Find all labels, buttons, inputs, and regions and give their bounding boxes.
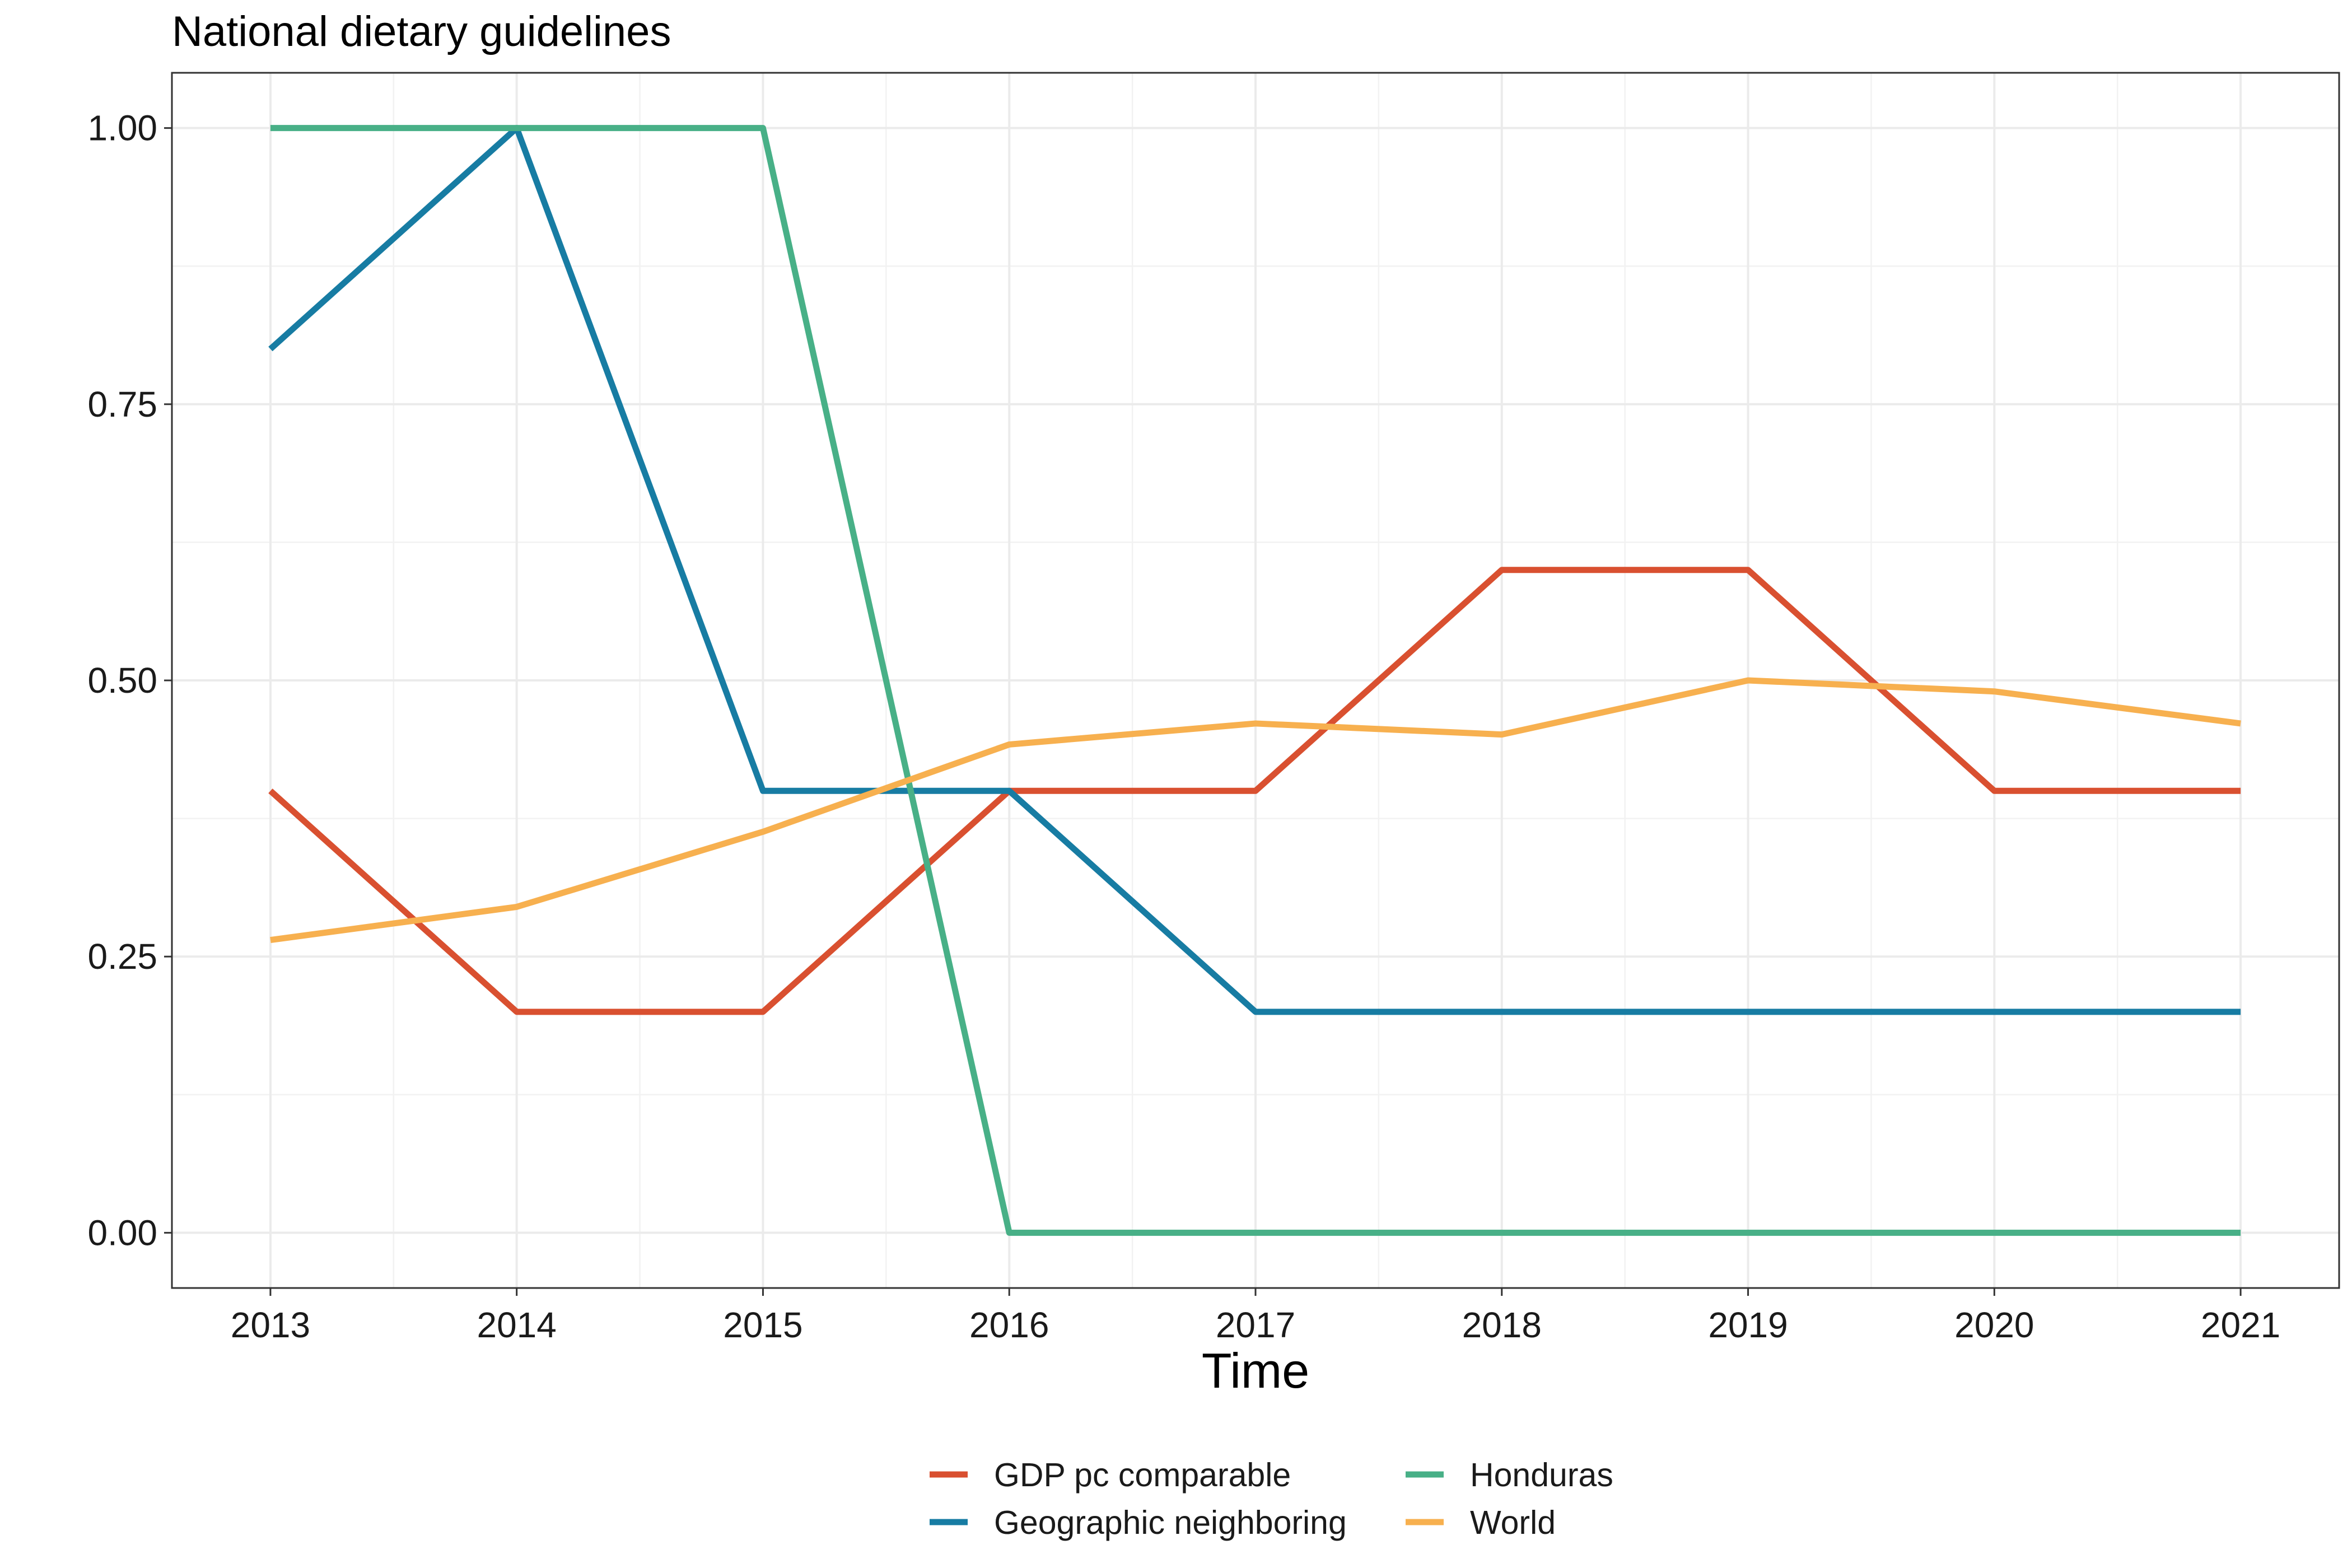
x-tick-label: 2018 <box>1462 1305 1542 1345</box>
x-tick-label: 2020 <box>1954 1305 2034 1345</box>
legend-item: GDP pc comparable <box>930 1457 1291 1494</box>
series-lines <box>268 125 2241 1236</box>
legend-item: Geographic neighboring <box>930 1504 1347 1541</box>
major-gridlines <box>172 73 2339 1288</box>
x-tick-label: 2019 <box>1708 1305 1788 1345</box>
legend-item: World <box>1406 1504 1556 1541</box>
y-tick-label: 0.25 <box>87 936 157 977</box>
x-tick-label: 2021 <box>2201 1305 2280 1345</box>
y-tick-label: 0.00 <box>87 1212 157 1253</box>
series-line-3 <box>270 677 2241 944</box>
x-tick-label: 2015 <box>723 1305 802 1345</box>
y-tick-label: 1.00 <box>87 108 157 148</box>
y-axis: 0.00 0.25 0.50 0.75 1.00 <box>87 108 172 1253</box>
legend-label: Honduras <box>1470 1457 1613 1494</box>
y-tick-label: 0.75 <box>87 384 157 424</box>
legend-item: Honduras <box>1406 1457 1613 1494</box>
series-line-2 <box>270 125 2241 1236</box>
x-tick-label: 2017 <box>1216 1305 1295 1345</box>
x-axis-title: Time <box>1202 1343 1309 1398</box>
legend-label: GDP pc comparable <box>994 1457 1291 1494</box>
series-line-1 <box>268 125 2241 1015</box>
x-tick-label: 2016 <box>969 1305 1049 1345</box>
legend-label: World <box>1470 1504 1556 1541</box>
x-tick-label: 2013 <box>231 1305 310 1345</box>
chart-title: National dietary guidelines <box>172 8 671 55</box>
legend: GDP pc comparable Geographic neighboring H… <box>930 1457 1613 1541</box>
series-line-0 <box>268 567 2241 1015</box>
x-tick-label: 2014 <box>477 1305 556 1345</box>
legend-label: Geographic neighboring <box>994 1504 1347 1541</box>
y-tick-label: 0.50 <box>87 660 157 701</box>
x-axis: 2013 2014 2015 2016 2017 2018 2019 2020 2021 <box>231 1288 2280 1345</box>
